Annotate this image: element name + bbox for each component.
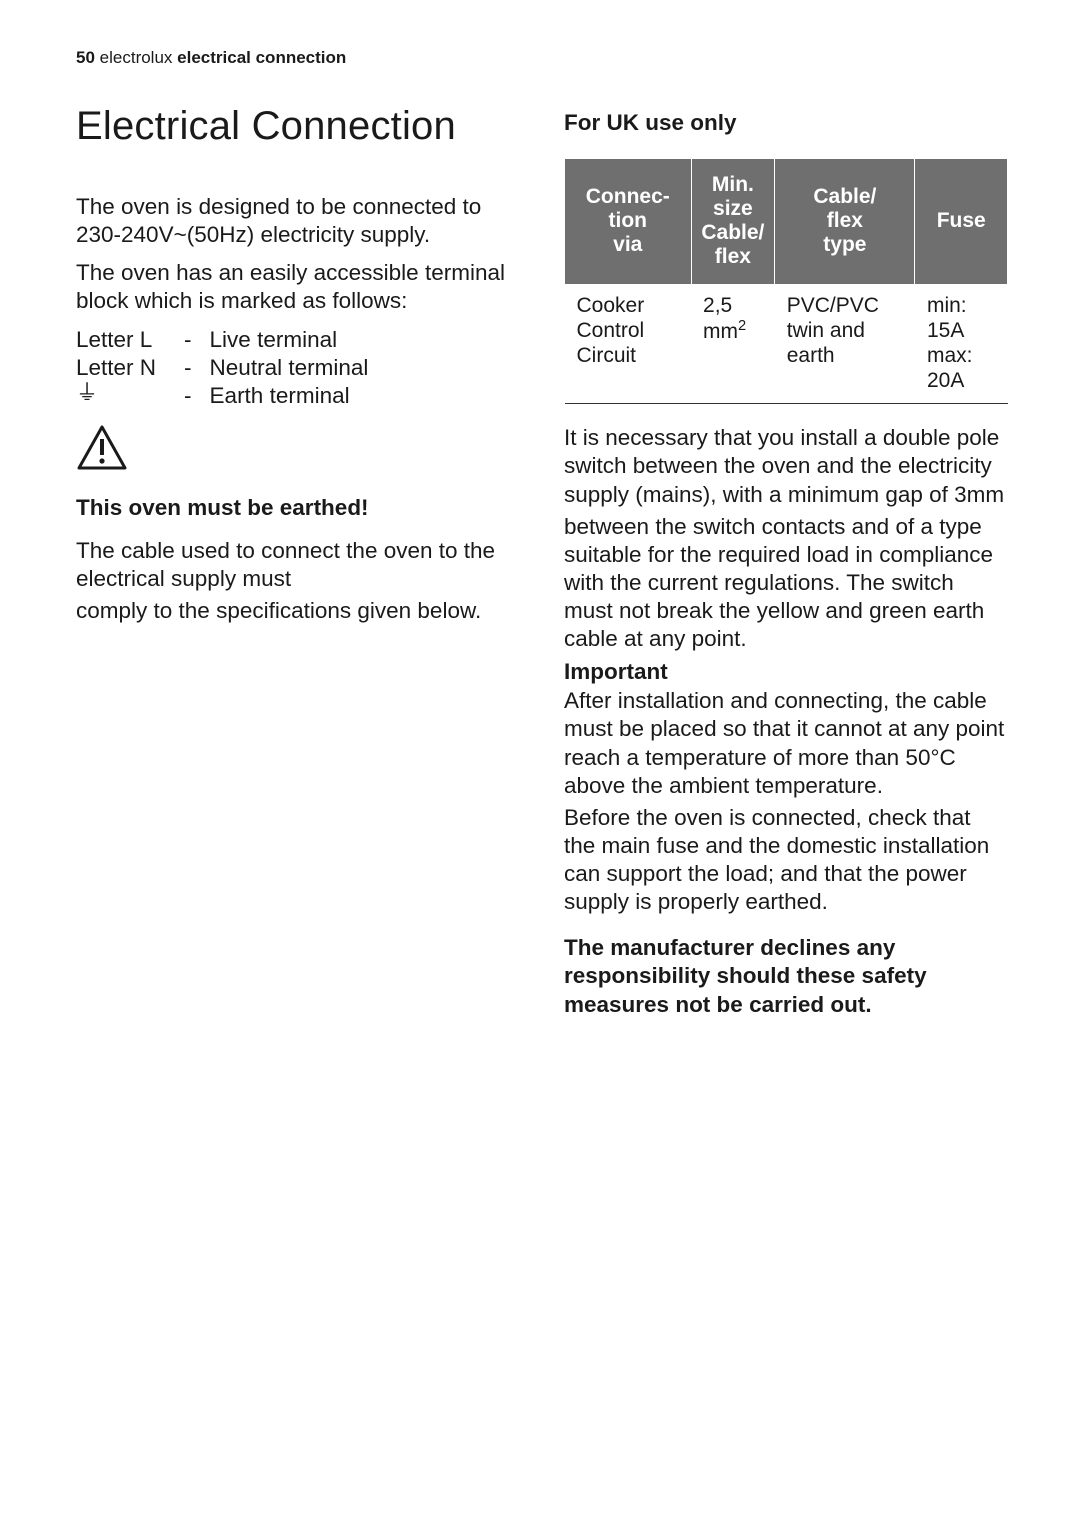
spec-cell-connection: Cooker Control Circuit <box>565 284 692 404</box>
terminal-row: ⏚ - Earth terminal <box>76 382 378 410</box>
spec-col-fuse: Fuse <box>915 159 1008 285</box>
right-column: For UK use only Connec-tionvia Min.sizeC… <box>564 104 1008 1023</box>
intro-paragraph-2: The oven has an easily accessible termin… <box>76 259 520 315</box>
terminal-desc: Live terminal <box>210 326 379 354</box>
spec-col-cabletype: Cable/flextype <box>775 159 915 285</box>
terminal-row: Letter N - Neutral terminal <box>76 354 378 382</box>
cable-text-2: comply to the specifications given below… <box>76 597 520 625</box>
terminal-table: Letter L - Live terminal Letter N - Neut… <box>76 326 378 410</box>
intro-paragraph-1: The oven is designed to be connected to … <box>76 193 520 249</box>
spec-col-minsize: Min.sizeCable/flex <box>691 159 775 285</box>
disclaimer-text: The manufacturer declines any responsibi… <box>564 934 1008 1018</box>
left-column: Electrical Connection The oven is design… <box>76 104 520 1023</box>
section-name: electrical connection <box>177 48 346 67</box>
running-header: 50 electrolux electrical connection <box>76 48 1008 68</box>
spec-table: Connec-tionvia Min.sizeCable/flex Cable/… <box>564 158 1008 404</box>
terminal-dash: - <box>166 382 210 410</box>
uk-heading: For UK use only <box>564 110 1008 136</box>
right-para-2: between the switch contacts and of a typ… <box>564 513 1008 654</box>
minsize-sup: 2 <box>738 318 746 334</box>
brand-name: electrolux <box>100 48 173 67</box>
intro-text-2: The oven has an easily accessible termin… <box>76 259 520 315</box>
earthed-heading: This oven must be earthed! <box>76 495 520 521</box>
terminal-desc: Neutral terminal <box>210 354 379 382</box>
right-para-4: Before the oven is connected, check that… <box>564 804 1008 917</box>
minsize-value: 2,5 mm <box>703 294 738 343</box>
page-title: Electrical Connection <box>76 104 520 149</box>
terminal-dash: - <box>166 326 210 354</box>
spec-col-connection: Connec-tionvia <box>565 159 692 285</box>
spec-header-row: Connec-tionvia Min.sizeCable/flex Cable/… <box>565 159 1008 285</box>
spec-cell-minsize: 2,5 mm2 <box>691 284 775 404</box>
spec-cell-cabletype: PVC/PVC twin and earth <box>775 284 915 404</box>
page-number: 50 <box>76 48 95 67</box>
terminal-desc: Earth terminal <box>210 382 379 410</box>
right-para-1: It is necessary that you install a doubl… <box>564 424 1008 508</box>
page: 50 electrolux electrical connection Elec… <box>0 0 1080 1529</box>
spec-cell-fuse: min: 15A max: 20A <box>915 284 1008 404</box>
warning-icon <box>76 424 520 477</box>
terminal-label: Letter L <box>76 326 166 354</box>
two-column-layout: Electrical Connection The oven is design… <box>76 104 1008 1023</box>
spec-row: Cooker Control Circuit 2,5 mm2 PVC/PVC t… <box>565 284 1008 404</box>
terminal-label: Letter N <box>76 354 166 382</box>
important-label: Important <box>564 659 1008 685</box>
cable-text-1: The cable used to connect the oven to th… <box>76 537 520 593</box>
intro-text-1: The oven is designed to be connected to … <box>76 193 520 249</box>
right-para-3: After installation and connecting, the c… <box>564 687 1008 800</box>
terminal-dash: - <box>166 354 210 382</box>
earth-symbol: ⏚ <box>76 382 166 410</box>
terminal-row: Letter L - Live terminal <box>76 326 378 354</box>
